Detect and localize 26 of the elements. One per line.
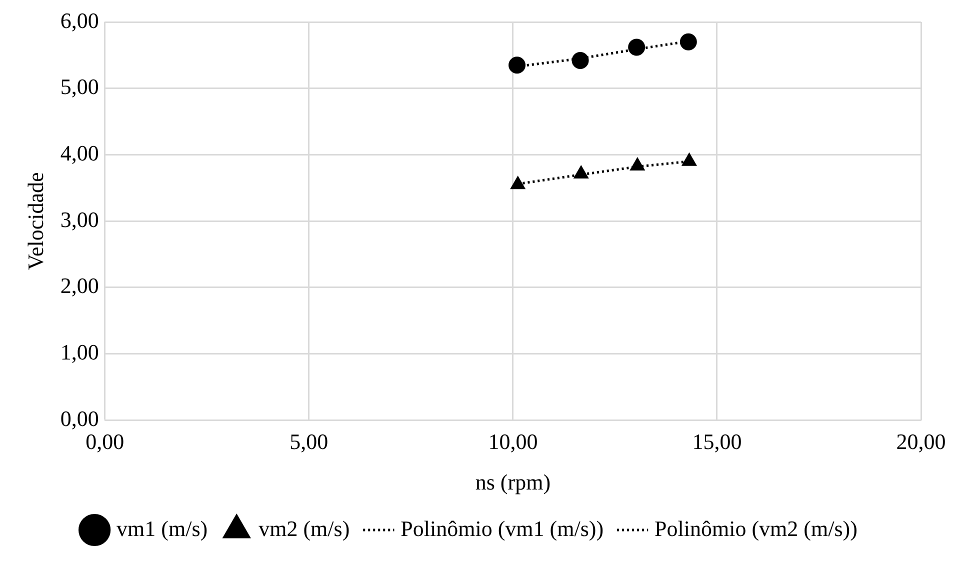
x-tick-label: 15,00: [692, 429, 742, 454]
point: [628, 38, 646, 56]
x-tick-label: 5,00: [290, 429, 328, 454]
point: [508, 56, 526, 74]
legend-label: vm2 (m/s): [258, 516, 350, 541]
x-tick-label: 20,00: [896, 429, 946, 454]
point: [574, 165, 589, 178]
point: [630, 158, 645, 171]
y-tick-label: 2,00: [60, 273, 99, 298]
point: [682, 152, 697, 166]
y-tick-label: 0,00: [60, 406, 99, 431]
legend-label: Polinômio (vm2 (m/s)): [654, 516, 858, 541]
x-tick-label: 0,00: [86, 429, 124, 454]
legend-label: Polinômio (vm1 (m/s)): [400, 516, 604, 541]
y-tick-label: 1,00: [60, 340, 99, 365]
point: [510, 176, 526, 190]
y-tick-label: 6,00: [60, 8, 99, 33]
y-axis-title: Velocidade: [22, 172, 48, 270]
point: [680, 33, 697, 50]
point: [572, 52, 589, 69]
y-tick-label: 3,00: [60, 206, 99, 232]
x-tick-label: 10,00: [488, 429, 538, 454]
y-tick-label: 5,00: [60, 74, 99, 100]
legend-label: vm1 (m/s): [116, 516, 208, 541]
y-tick-label: 4,00: [60, 140, 99, 166]
x-axis-title: ns (rpm): [475, 470, 551, 495]
